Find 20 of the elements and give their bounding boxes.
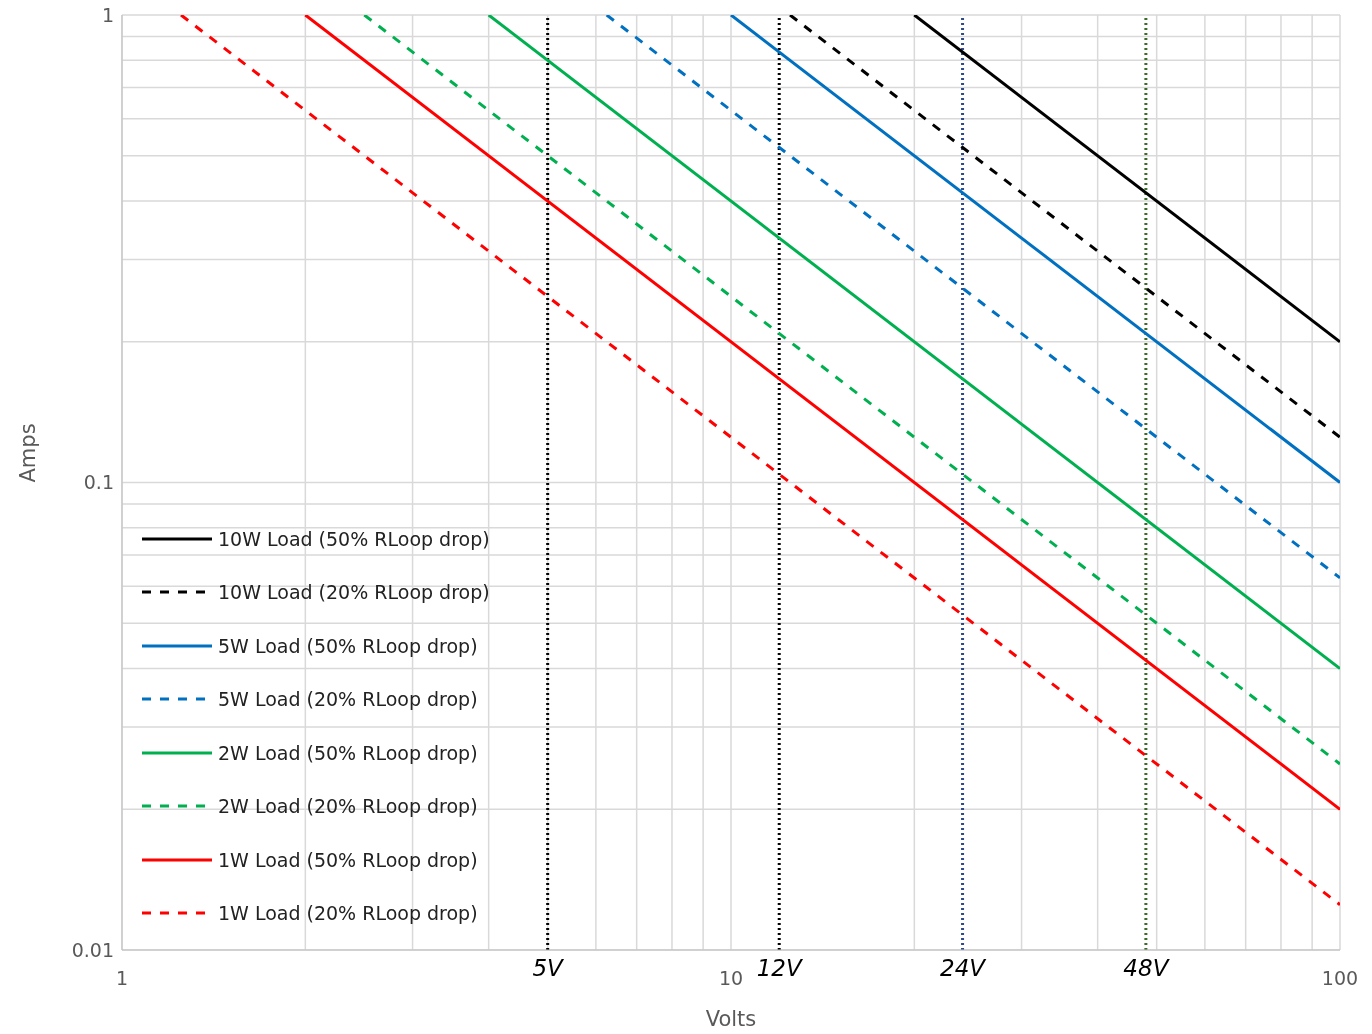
legend-label: 10W Load (50% RLoop drop)	[218, 527, 490, 550]
y-tick-label: 0.1	[83, 471, 114, 494]
y-tick-label: 1	[101, 3, 114, 26]
x-tick-label: 1	[115, 967, 129, 990]
x-axis-title: Volts	[705, 1007, 757, 1031]
legend-label: 2W Load (20% RLoop drop)	[218, 795, 478, 818]
legend-label: 1W Load (20% RLoop drop)	[218, 902, 478, 925]
legend-label: 2W Load (50% RLoop drop)	[218, 741, 478, 764]
ref-line-label: 24V	[940, 955, 988, 981]
legend-label: 5W Load (50% RLoop drop)	[218, 634, 478, 657]
ref-line-label: 5V	[532, 955, 566, 981]
legend-label: 1W Load (50% RLoop drop)	[218, 848, 478, 871]
x-tick-label: 100	[1321, 967, 1359, 990]
legend-label: 10W Load (20% RLoop drop)	[218, 581, 490, 604]
legend-label: 5W Load (20% RLoop drop)	[218, 688, 478, 711]
ref-line-label: 12V	[756, 955, 804, 981]
ref-line-label: 48V	[1123, 955, 1171, 981]
y-axis-title: Amps	[16, 423, 41, 483]
y-tick-label: 0.01	[71, 938, 114, 961]
x-tick-label: 10	[718, 967, 744, 990]
